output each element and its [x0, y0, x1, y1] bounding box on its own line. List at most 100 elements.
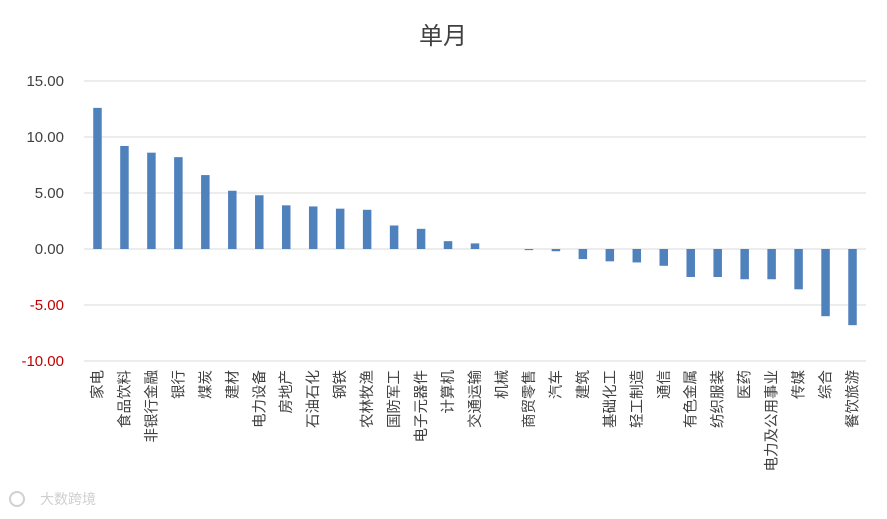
- x-tick-label: 非银行金融: [143, 370, 160, 443]
- chart-title: 单月: [419, 22, 467, 50]
- bar: [794, 249, 803, 290]
- watermark-logo-icon: [9, 491, 25, 507]
- x-tick-text: 建材: [224, 370, 241, 399]
- x-tick-label: 家电: [89, 370, 106, 399]
- bar: [335, 208, 345, 249]
- x-tick-text: 基础化工: [602, 370, 619, 428]
- bar: [848, 249, 857, 326]
- x-tick-text: 电子元器件: [413, 370, 430, 443]
- bar: [443, 241, 453, 249]
- x-tick-label: 银行: [170, 370, 187, 399]
- x-tick-label: 建材: [224, 370, 241, 399]
- x-tick-text: 钢铁: [332, 370, 349, 399]
- x-tick-label: 传媒: [791, 370, 808, 399]
- x-tick-label: 电力设备: [251, 370, 268, 428]
- bar: [551, 249, 561, 252]
- bar: [659, 249, 669, 266]
- bar: [740, 249, 749, 280]
- x-tick-text: 食品饮料: [116, 370, 133, 428]
- x-tick-text: 通信: [656, 370, 673, 399]
- bar: [686, 249, 695, 277]
- x-tick-label: 计算机: [440, 370, 457, 414]
- x-tick-label: 综合: [818, 370, 835, 399]
- y-tick-label: 5.00: [35, 185, 64, 202]
- x-tick-text: 国防军工: [386, 370, 403, 428]
- y-tick-label: 0.00: [35, 241, 64, 258]
- watermark-text: 大数跨境: [40, 492, 96, 508]
- x-tick-text: 汽车: [548, 370, 565, 399]
- x-tick-label: 石油石化: [305, 370, 322, 428]
- x-tick-text: 餐饮旅游: [845, 370, 862, 428]
- bar: [228, 190, 237, 249]
- x-tick-label: 交通运输: [466, 370, 484, 428]
- bar: [821, 249, 830, 317]
- bar: [120, 145, 129, 249]
- x-tick-label: 汽车: [548, 370, 565, 399]
- x-tick-label: 基础化工: [602, 370, 619, 428]
- bar: [713, 249, 722, 277]
- x-tick-label: 餐饮旅游: [845, 370, 862, 428]
- bar: [632, 249, 642, 263]
- watermark: 大数跨境: [9, 491, 96, 508]
- x-tick-label: 建筑: [575, 370, 592, 399]
- x-tick-text: 有色金属: [683, 370, 700, 428]
- x-tick-label: 食品饮料: [116, 370, 133, 428]
- x-tick-text: 纺织服装: [710, 370, 727, 428]
- bar: [470, 243, 480, 249]
- x-tick-text: 医药: [737, 370, 754, 399]
- x-tick-text: 机械: [494, 370, 511, 399]
- x-tick-text: 传媒: [791, 370, 808, 399]
- bar: [174, 157, 183, 249]
- x-tick-text: 电力设备: [251, 370, 268, 428]
- bars: [93, 107, 857, 326]
- gridlines: [84, 80, 866, 362]
- x-tick-text: 非银行金融: [143, 370, 160, 443]
- bar: [362, 209, 372, 249]
- x-tick-label: 通信: [656, 370, 673, 399]
- bar: [308, 206, 318, 249]
- y-axis-ticks: 15.00 10.00 5.00 0.00 -5.00 -10.00: [21, 73, 64, 370]
- x-tick-label: 有色金属: [683, 370, 700, 428]
- bar: [201, 175, 210, 249]
- x-tick-label: 煤炭: [197, 370, 214, 399]
- x-tick-label: 国防军工: [386, 370, 403, 428]
- bar: [255, 195, 264, 249]
- x-tick-label: 纺织服装: [710, 370, 727, 428]
- x-axis-ticks: 家电 食品饮料 非银行金融 银行 煤炭 建材 电力设备 房地产 石油石化 钢铁 农林牧渔 国防军工 电子…: [89, 370, 861, 472]
- x-tick-label: 电子元器件: [413, 370, 430, 443]
- x-tick-text: 农林牧渔: [359, 370, 376, 428]
- x-tick-label: 医药: [737, 370, 754, 399]
- x-tick-label: 钢铁: [332, 370, 349, 399]
- y-tick-label: 15.00: [26, 73, 64, 90]
- x-tick-text: 银行: [170, 370, 187, 399]
- bar: [578, 249, 588, 260]
- x-tick-text: 交通运输: [466, 370, 484, 428]
- y-tick-label: -10.00: [21, 353, 64, 370]
- y-tick-label: -5.00: [30, 297, 64, 314]
- x-tick-text: 电力及公用事业: [764, 370, 781, 472]
- bar: [605, 249, 615, 262]
- x-tick-label: 机械: [494, 370, 511, 399]
- bar: [389, 225, 399, 249]
- x-tick-label: 商贸零售: [521, 370, 538, 428]
- bar: [524, 249, 534, 251]
- x-tick-text: 房地产: [278, 370, 295, 414]
- x-tick-text: 计算机: [440, 370, 457, 414]
- x-tick-text: 商贸零售: [521, 370, 538, 428]
- x-tick-text: 石油石化: [305, 370, 322, 428]
- x-tick-label: 电力及公用事业: [764, 370, 781, 472]
- bar: [93, 107, 102, 249]
- x-tick-label: 轻工制造: [629, 370, 646, 428]
- bar: [416, 228, 426, 249]
- bar: [767, 249, 776, 280]
- x-tick-text: 建筑: [575, 370, 592, 399]
- x-tick-text: 轻工制造: [629, 370, 646, 428]
- x-tick-text: 综合: [818, 370, 835, 399]
- x-tick-text: 家电: [89, 370, 106, 399]
- x-tick-label: 农林牧渔: [359, 370, 376, 428]
- bar: [147, 152, 156, 249]
- y-tick-label: 10.00: [26, 129, 64, 146]
- x-tick-label: 房地产: [278, 370, 295, 414]
